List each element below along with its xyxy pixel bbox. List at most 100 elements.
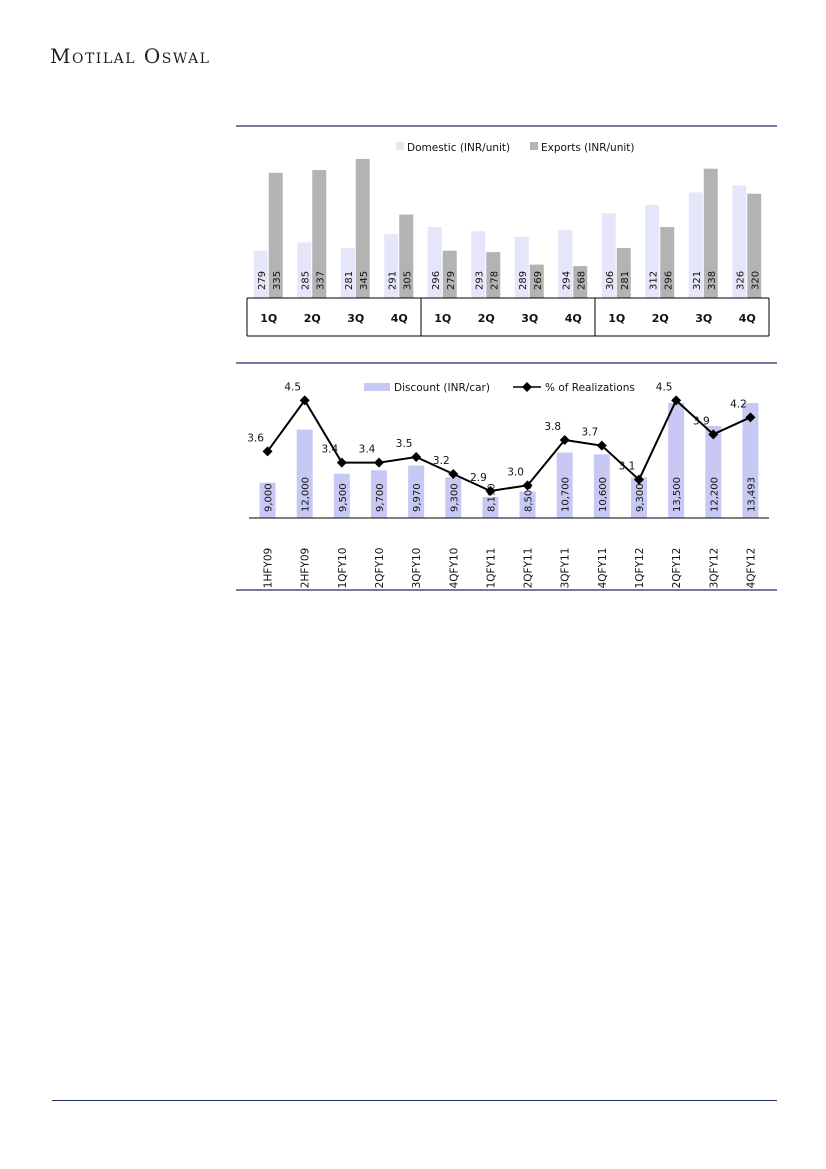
bar-value-label: 8,500 (524, 483, 535, 512)
bar-domestic (601, 213, 616, 298)
x-tick-label: 1QFY10 (337, 548, 349, 589)
bar-exports (703, 168, 718, 298)
realization-label: 3.9 (693, 415, 710, 427)
realization-label: 3.4 (359, 444, 376, 456)
x-tick-label: 3Q (695, 312, 712, 325)
bar-exports (486, 252, 501, 298)
bar-value-label: 9,700 (375, 483, 386, 512)
chart1-axis-table: 1Q 2Q 3Q 4Q 1Q 2Q 3Q 4Q 1Q 2Q 3Q 4Q (246, 297, 770, 337)
bar-discount (742, 403, 759, 518)
bar-domestic (253, 250, 268, 298)
x-tick-label: 3Q (521, 312, 538, 325)
bar-exports (616, 247, 631, 298)
bar-value-label: 10,600 (598, 477, 609, 512)
x-tick-label: 2QFY11 (523, 548, 535, 589)
bar-value-label: 294 (561, 271, 572, 290)
bar-value-label: 9,000 (264, 483, 275, 512)
chart2-bars: 9,000 12,000 9,500 9,700 9,970 9,300 8,190 8,50… (259, 403, 759, 518)
bar-domestic (732, 185, 747, 298)
bar-discount (556, 452, 573, 518)
x-tick-label: 1Q (608, 312, 625, 325)
chart2-legend: Discount (INR/car) % of Realizations (364, 382, 635, 394)
realization-marker (411, 452, 422, 462)
x-tick-label: 4QFY12 (745, 548, 757, 589)
bar-discount (371, 470, 387, 518)
bar-discount (482, 496, 499, 518)
bar-domestic (297, 242, 312, 298)
realization-label: 4.5 (284, 381, 301, 393)
bar-value-label: 12,200 (709, 477, 720, 512)
realization-label: 3.7 (582, 427, 599, 439)
bar-exports (747, 193, 762, 298)
bar-value-label: 9,970 (412, 483, 423, 512)
realization-marker (522, 480, 533, 491)
realization-label: 3.1 (619, 461, 636, 473)
realization-marker (671, 395, 682, 406)
bar-discount (519, 491, 536, 518)
realization-marker (485, 486, 496, 496)
bar-domestic (340, 247, 355, 298)
realization-marker (299, 395, 310, 406)
bar-exports (660, 227, 675, 298)
x-tick-label: 2QFY12 (671, 548, 683, 589)
x-tick-label: 4QFY10 (448, 548, 460, 589)
realization-marker (336, 457, 347, 468)
x-tick-label: 2HFY09 (300, 548, 312, 588)
bar-value-label: 279 (446, 271, 457, 290)
legend-swatch-exports (530, 142, 538, 150)
x-tick-label: 3QFY10 (411, 548, 423, 589)
chart2-axis: 1HFY09 2HFY09 1QFY10 2QFY10 3QFY10 4QFY10 1QFY… (249, 517, 769, 589)
bar-value-label: 305 (402, 271, 413, 290)
realization-label: 3.8 (544, 421, 561, 433)
chart1-bars: 279 285 281 291 296 293 289 294 306 312 321 326 335 3… (253, 158, 762, 298)
x-tick-label: 2QFY10 (374, 548, 386, 589)
bar-value-label: 293 (474, 271, 485, 290)
realization-marker (374, 457, 384, 468)
realization-marker (596, 440, 607, 451)
realization-marker (559, 435, 570, 445)
bar-value-label: 268 (576, 271, 587, 290)
x-tick-label: 3QFY12 (708, 548, 720, 589)
bar-value-label: 8,190 (486, 483, 497, 512)
bar-value-label: 9,300 (449, 483, 460, 512)
realization-label: 2.9 (470, 472, 487, 484)
x-tick-label: 3Q (347, 312, 364, 325)
bar-value-label: 320 (750, 271, 761, 290)
bar-exports (399, 214, 414, 298)
legend-label-exports: Exports (INR/unit) (541, 142, 635, 154)
realization-marker (708, 429, 719, 440)
bar-domestic (427, 227, 442, 298)
bar-value-label: 321 (692, 271, 703, 290)
legend-label-realization: % of Realizations (545, 382, 635, 394)
bar-domestic (514, 236, 529, 298)
bar-exports (529, 264, 544, 298)
realization-marker (262, 446, 273, 457)
bar-discount (408, 465, 425, 518)
bar-domestic (471, 231, 486, 298)
chart1-legend: Domestic (INR/unit) Exports (INR/unit) (396, 142, 635, 154)
realization-line (266, 398, 751, 493)
legend-label-domestic: Domestic (INR/unit) (407, 142, 510, 154)
bar-domestic (645, 204, 660, 298)
bar-discount (668, 403, 685, 518)
x-tick-label: 4QFY11 (597, 548, 609, 589)
bar-value-label: 306 (605, 271, 616, 290)
x-tick-label: 1QFY12 (634, 548, 646, 589)
bar-exports (355, 158, 370, 298)
bar-domestic (688, 192, 703, 298)
bar-exports (268, 172, 283, 298)
x-tick-label: 2Q (478, 312, 495, 325)
bar-value-label: 312 (648, 271, 659, 290)
x-tick-label: 3QFY11 (560, 548, 572, 589)
realization-label: 3.4 (322, 444, 339, 456)
bar-discount (333, 473, 350, 518)
x-tick-label: 2Q (652, 312, 669, 325)
bar-value-label: 13,500 (672, 477, 683, 512)
bar-domestic (384, 234, 399, 298)
legend-label-discount: Discount (INR/car) (394, 382, 490, 394)
realization-label: 3.2 (433, 455, 450, 467)
legend-marker-realization (522, 382, 532, 392)
realization-label: 4.2 (730, 398, 747, 410)
bar-value-label: 296 (663, 271, 674, 290)
